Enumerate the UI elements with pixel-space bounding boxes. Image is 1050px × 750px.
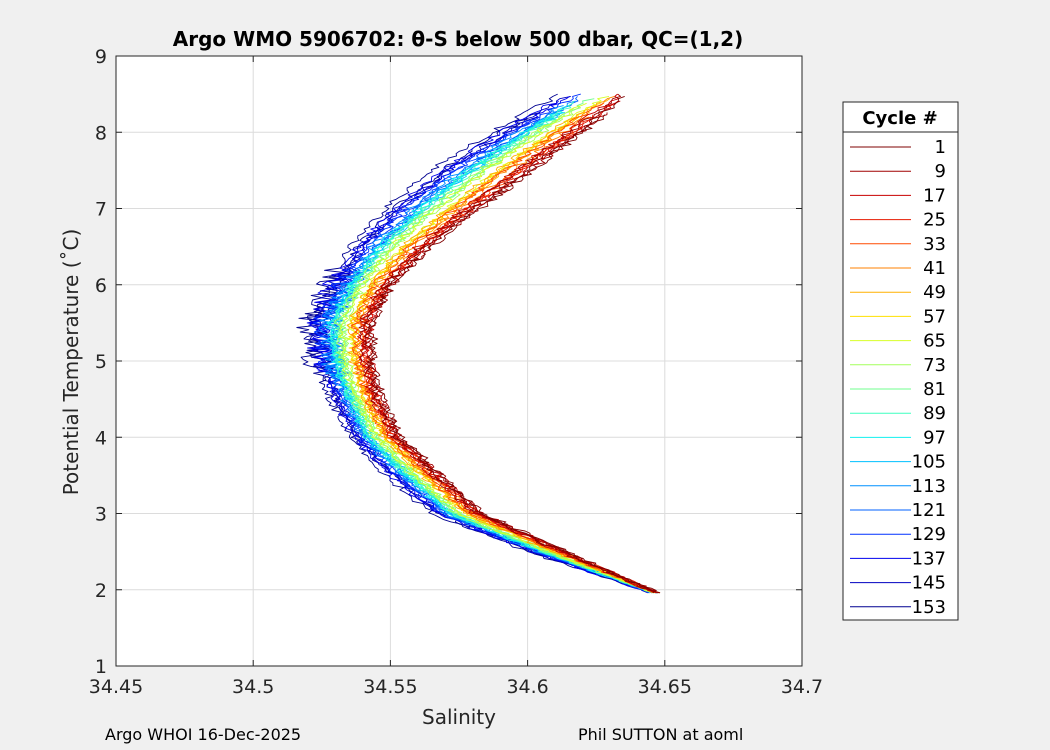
profile-line [333, 107, 660, 594]
profile-line [366, 112, 656, 594]
x-tick-label: 34.6 [506, 676, 548, 698]
grid [116, 56, 802, 666]
profile-line [364, 95, 660, 594]
profile-line [336, 114, 654, 594]
legend-label-57: 57 [923, 306, 946, 327]
legend-items: 1 9 17 25 33 41 49 57 65 73 81 89 97 105 113 121 129 137 1… [850, 137, 946, 618]
legend-label-81: 81 [923, 379, 946, 400]
profile-line [358, 93, 661, 594]
y-axis-label: Potential Temperature (˚C) [59, 229, 83, 496]
legend-label-121: 121 [912, 500, 946, 521]
x-axis-label: Salinity [422, 705, 496, 729]
profile-cycle-1 [364, 95, 660, 594]
legend-label-129: 129 [912, 524, 946, 545]
legend-label-137: 137 [912, 548, 946, 569]
profile-line [313, 93, 653, 594]
legend-label-145: 145 [912, 573, 946, 594]
footer-left: Argo WHOI 16-Dec-2025 [105, 725, 302, 744]
profile-line [330, 100, 650, 593]
legend-label-113: 113 [912, 476, 946, 497]
y-tick-label: 5 [95, 351, 107, 373]
y-tick-label: 2 [95, 580, 107, 602]
legend-label-105: 105 [912, 452, 946, 473]
y-tick-label: 1 [95, 656, 107, 678]
y-tick-label: 6 [95, 275, 107, 297]
y-tick-label: 9 [95, 46, 107, 68]
legend-label-49: 49 [923, 282, 946, 303]
legend-label-97: 97 [923, 427, 946, 448]
y-tick-label: 7 [95, 199, 107, 221]
profile-line [338, 102, 657, 594]
legend-title: Cycle # [862, 108, 937, 129]
profile-line [327, 105, 654, 594]
profile-line [306, 100, 649, 594]
footer-right: Phil SUTTON at aoml [578, 725, 744, 744]
legend-label-17: 17 [923, 185, 946, 206]
y-tick-label: 3 [95, 504, 107, 526]
profile-cycle-49 [346, 98, 661, 594]
y-tick-label: 4 [95, 427, 107, 449]
legend-box [842, 101, 959, 621]
legend-label-89: 89 [923, 403, 946, 424]
x-tick-label: 34.65 [638, 676, 692, 698]
profile-line [346, 109, 654, 594]
legend-label-65: 65 [923, 331, 946, 352]
x-tick-label: 34.55 [363, 676, 417, 698]
legend: Cycle # 1 9 17 25 33 41 49 57 65 73 81 89 97 105 113 12… [842, 101, 959, 621]
legend-label-1: 1 [935, 137, 946, 158]
chart-title: Argo WMO 5906702: θ-S below 500 dbar, QC… [173, 27, 743, 51]
legend-label-153: 153 [912, 597, 946, 618]
y-tick-label: 8 [95, 122, 107, 144]
legend-label-41: 41 [923, 258, 946, 279]
x-tick-label: 34.45 [89, 676, 143, 698]
legend-label-33: 33 [923, 234, 946, 255]
axis-ticks: 34.45 34.5 34.55 34.6 34.65 34.7 1 2 3 4 5 6 7 8 9 [89, 46, 823, 698]
profile-line [368, 114, 657, 594]
profile-line [296, 93, 650, 594]
profile-line [357, 93, 656, 593]
legend-label-25: 25 [923, 210, 946, 231]
legend-label-73: 73 [923, 355, 946, 376]
x-tick-label: 34.7 [781, 676, 823, 698]
profile-cycle-9 [358, 93, 661, 594]
profile-line [351, 102, 660, 594]
legend-label-9: 9 [935, 161, 946, 182]
x-tick-label: 34.5 [232, 676, 274, 698]
profile-lines [296, 93, 661, 594]
